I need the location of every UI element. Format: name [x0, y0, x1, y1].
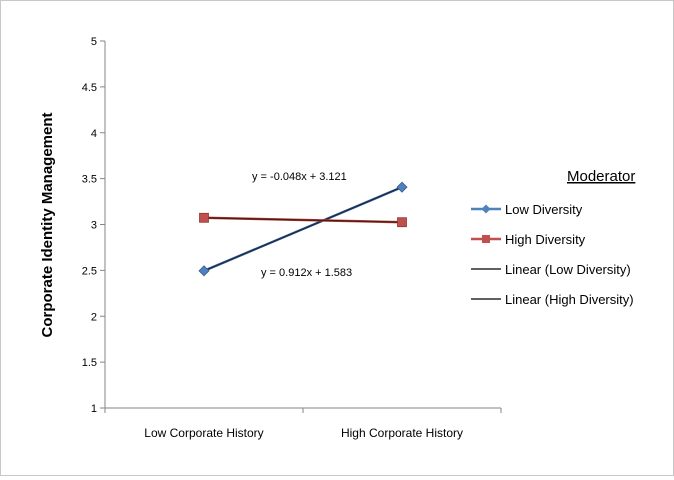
legend-title: Moderator [567, 168, 635, 185]
y-axis: 1 1.5 2 2.5 3 3.5 4 4.5 5 [82, 36, 106, 415]
trendline-equation-high-diversity: y = -0.048x + 3.121 [252, 171, 347, 183]
trendline-equation-low-diversity: y = 0.912x + 1.583 [261, 267, 352, 279]
trendline-high-diversity [203, 217, 403, 224]
x-axis: Low Corporate History High Corporate Hist… [104, 407, 502, 440]
y-tick-label: 5 [91, 36, 97, 48]
y-tick-label: 1.5 [82, 357, 97, 369]
legend-entry-label: High Diversity [505, 232, 586, 247]
y-tick-label: 2.5 [82, 265, 97, 277]
y-tick-label: 1 [91, 403, 97, 415]
trendline-low-diversity [203, 186, 403, 272]
y-axis-title: Corporate Identity Management [39, 112, 56, 337]
y-tick-label: 3 [91, 220, 97, 232]
series-layer [198, 181, 408, 277]
data-point-marker [397, 217, 407, 228]
equation-layer: y = -0.048x + 3.121 y = 0.912x + 1.583 [252, 171, 352, 279]
data-point-marker [396, 181, 408, 193]
x-category-label: Low Corporate History [144, 426, 263, 440]
legend: Moderator Low Diversity High Diversity Lin… [471, 168, 635, 307]
legend-entry-label: Low Diversity [505, 202, 583, 217]
legend-entry-label: Linear (Low Diversity) [505, 262, 631, 277]
y-tick-label: 3.5 [82, 174, 97, 186]
data-point-marker [199, 212, 209, 223]
legend-marker [482, 235, 490, 243]
data-point-marker [198, 265, 210, 277]
legend-marker [481, 204, 491, 214]
y-tick-label: 2 [91, 311, 97, 323]
x-category-label: High Corporate History [341, 426, 463, 440]
legend-entry-label: Linear (High Diversity) [505, 292, 634, 307]
y-tick-label: 4.5 [82, 82, 97, 94]
y-tick-label: 4 [91, 128, 97, 140]
